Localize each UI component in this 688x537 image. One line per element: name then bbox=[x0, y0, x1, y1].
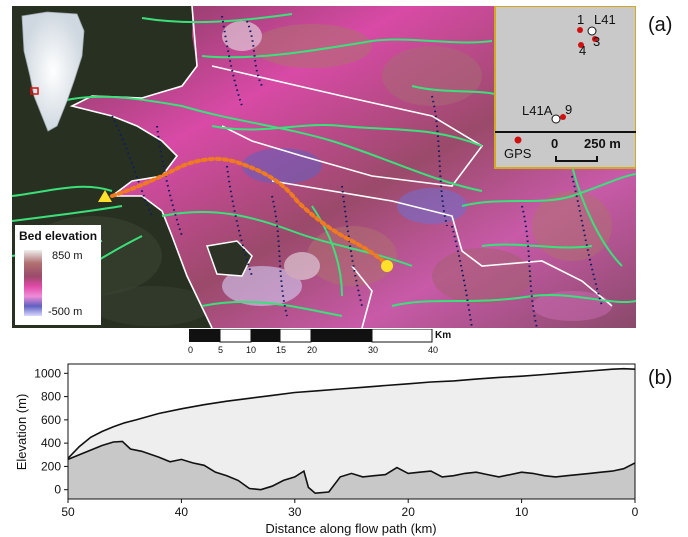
panel-label-a: (a) bbox=[648, 14, 673, 36]
gps-inset bbox=[494, 6, 636, 169]
y-tick-label: 400 bbox=[41, 436, 61, 450]
terminus-marker bbox=[98, 190, 112, 202]
legend-min-label: -500 m bbox=[48, 306, 83, 318]
bed-elevation-map bbox=[12, 6, 636, 328]
inset-label-3: 3 bbox=[593, 34, 601, 49]
gps-legend-dot bbox=[514, 136, 522, 144]
km-tick-10: 10 bbox=[246, 345, 257, 355]
inset-scale-zero: 0 bbox=[551, 136, 559, 151]
y-tick-label: 1000 bbox=[34, 366, 61, 380]
inset-scale-value: 250 m bbox=[584, 136, 621, 151]
bed-line bbox=[67, 440, 636, 495]
km-scale-unit: Km bbox=[435, 330, 452, 341]
x-tick-label: 50 bbox=[61, 505, 75, 519]
bed-area bbox=[68, 441, 635, 499]
x-tick-label: 0 bbox=[632, 505, 639, 519]
gps-station-3 bbox=[592, 36, 598, 42]
x-tick-label: 20 bbox=[402, 505, 416, 519]
inset-label-L41A: L41A bbox=[522, 103, 553, 118]
y-tick-label: 800 bbox=[41, 390, 61, 404]
nunatak bbox=[205, 240, 253, 277]
inset-label-4: 4 bbox=[579, 43, 587, 58]
km-tick-40: 40 bbox=[428, 345, 439, 355]
inset-scale-bar bbox=[555, 156, 598, 162]
km-scale-bar bbox=[189, 329, 433, 343]
plot-frame bbox=[67, 363, 636, 500]
km-tick-5: 5 bbox=[218, 345, 224, 355]
y-tick-label: 600 bbox=[41, 413, 61, 427]
x-tick-label: 10 bbox=[515, 505, 529, 519]
inset-label-L41: L41 bbox=[594, 12, 616, 27]
inset-label-9: 9 bbox=[565, 102, 573, 117]
panel-label-b: (b) bbox=[648, 367, 673, 389]
y-tick-label: 200 bbox=[41, 459, 61, 473]
km-tick-15: 15 bbox=[276, 345, 287, 355]
km-tick-30: 30 bbox=[368, 345, 379, 355]
legend-title: Bed elevation bbox=[19, 229, 98, 243]
flow-path bbox=[110, 157, 389, 266]
inset-label-1: 1 bbox=[577, 12, 585, 27]
study-area-box bbox=[30, 87, 39, 95]
km-tick-0: 0 bbox=[188, 345, 194, 355]
y-axis-title: Elevation (m) bbox=[14, 394, 29, 471]
y-tick-label: 0 bbox=[54, 483, 61, 497]
inset-gps-legend-label: GPS bbox=[504, 146, 532, 161]
gps-station-1 bbox=[577, 27, 583, 33]
gps-station-4 bbox=[578, 42, 584, 48]
greenland-locator bbox=[21, 11, 85, 132]
x-tick-label: 30 bbox=[288, 505, 302, 519]
gps-site-L41 bbox=[587, 26, 597, 36]
x-axis-title: Distance along flow path (km) bbox=[265, 521, 436, 536]
legend-colorbar bbox=[24, 250, 42, 316]
legend-max-label: 850 m bbox=[52, 250, 83, 262]
flow-path-start-marker bbox=[381, 260, 393, 272]
x-tick-label: 40 bbox=[175, 505, 189, 519]
km-tick-20: 20 bbox=[307, 345, 318, 355]
gps-site-L41A bbox=[551, 114, 561, 124]
ice-surface-area bbox=[68, 368, 635, 499]
gps-station-9 bbox=[560, 114, 566, 120]
ice-surface-line bbox=[67, 367, 636, 459]
